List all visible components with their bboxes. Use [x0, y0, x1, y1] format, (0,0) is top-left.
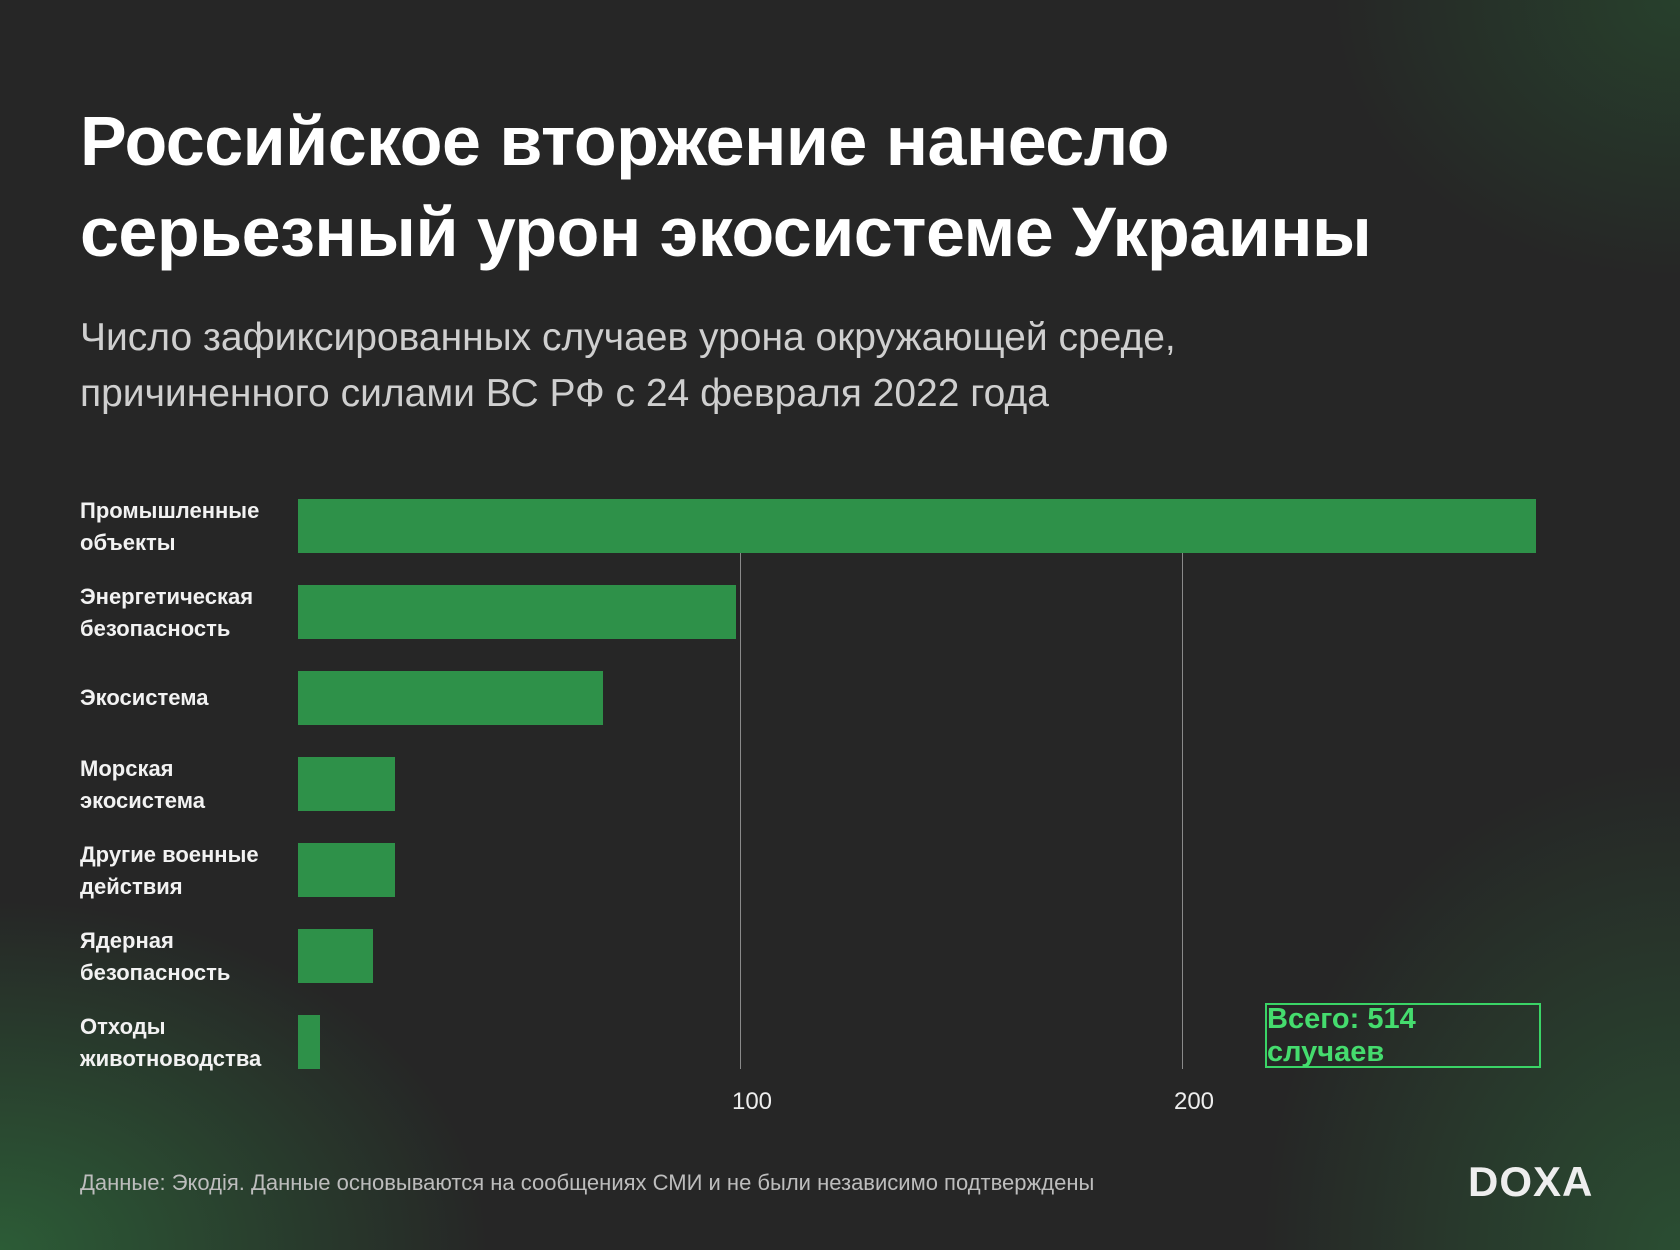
category-label-line: экосистема [80, 788, 205, 813]
category-label: Другие военные действия [80, 839, 280, 903]
category-label-line: Ядерная [80, 928, 174, 953]
title-line-1: Российское вторжение нанесло [80, 102, 1170, 180]
doxa-logo: DOXA [1468, 1158, 1594, 1205]
category-label-line: Экосистема [80, 685, 209, 710]
category-label: Отходы животноводства [80, 1011, 280, 1075]
bar [298, 843, 396, 897]
gridline-200 [1182, 553, 1183, 1069]
category-label-line: Промышленные [80, 498, 260, 523]
subtitle-line-2: причиненного силами ВС РФ с 24 февраля 2… [80, 372, 1049, 415]
category-label-line: безопасность [80, 616, 231, 641]
category-label-line: действия [80, 874, 183, 899]
bar [298, 585, 736, 639]
x-tick-label: 200 [1173, 1088, 1215, 1115]
x-tick-label: 100 [731, 1088, 773, 1115]
category-label-line: животноводства [80, 1046, 262, 1071]
chart-subtitle: Число зафиксированных случаев урона окру… [80, 310, 1580, 422]
category-label-line: Отходы [80, 1014, 166, 1039]
bar [298, 671, 603, 725]
bar [298, 929, 374, 983]
total-box: Всего: 514 случаев [1265, 1003, 1541, 1068]
title-line-2: серьезный урон экосистеме Украины [80, 193, 1372, 271]
category-label-line: Другие военные [80, 842, 259, 867]
category-label: Энергетическая безопасность [80, 581, 280, 645]
category-label: Экосистема [80, 682, 280, 714]
bar [298, 499, 1536, 553]
category-label-line: Энергетическая [80, 584, 254, 609]
category-label: Ядерная безопасность [80, 925, 280, 989]
category-label-line: объекты [80, 530, 176, 555]
gridline-100 [740, 553, 741, 1069]
source-note: Данные: Экодія. Данные основываются на с… [80, 1170, 1095, 1195]
category-label: Морская экосистема [80, 753, 280, 817]
category-label-line: Морская [80, 756, 174, 781]
category-label: Промышленные объекты [80, 495, 280, 559]
bar [298, 757, 396, 811]
chart-title: Российское вторжение нанесло серьезный у… [80, 96, 1580, 278]
bar [298, 1015, 321, 1069]
category-label-line: безопасность [80, 960, 231, 985]
subtitle-line-1: Число зафиксированных случаев урона окру… [80, 316, 1176, 359]
